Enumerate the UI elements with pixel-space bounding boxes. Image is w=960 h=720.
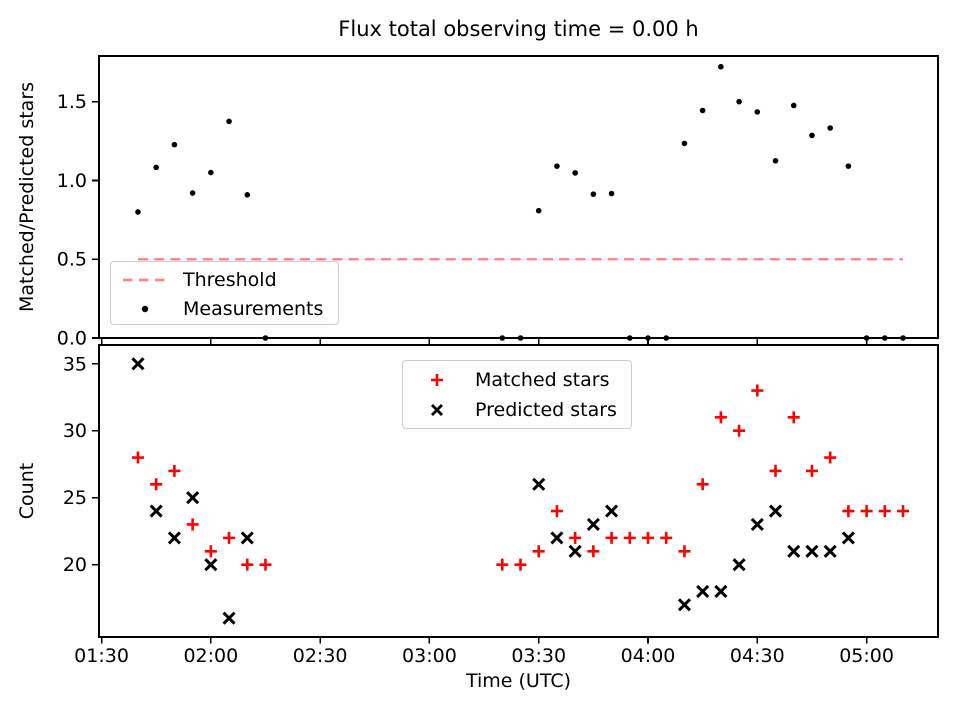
y-tick-label: 30 bbox=[63, 420, 87, 442]
matched-points bbox=[131, 384, 910, 571]
measurements-points bbox=[135, 63, 906, 341]
x-tick-label: 01:30 bbox=[74, 645, 129, 667]
legend-label-measurements: Measurements bbox=[183, 297, 324, 320]
y-axis-label-count: Count bbox=[16, 462, 38, 520]
counts-panel-axes: 01:30 02:00 02:30 03:00 03:30 04:00 04:30 05:00… bbox=[63, 344, 939, 667]
y-axis-label-ratio: Matched/Predicted stars bbox=[16, 81, 38, 313]
predicted-x-icon bbox=[411, 402, 463, 418]
x-axis-label: Time (UTC) bbox=[465, 670, 572, 692]
legend-counts-panel: Matched stars Predicted stars bbox=[402, 360, 632, 429]
x-tick-label: 03:30 bbox=[511, 645, 566, 667]
x-tick-label: 02:30 bbox=[293, 645, 348, 667]
y-tick-label: 35 bbox=[63, 353, 87, 375]
x-tick-label: 04:30 bbox=[730, 645, 785, 667]
x-tick-label: 03:00 bbox=[402, 645, 457, 667]
y-tick-label: 0.0 bbox=[57, 328, 87, 350]
legend-label-predicted: Predicted stars bbox=[475, 399, 617, 421]
legend-item-predicted: Predicted stars bbox=[403, 395, 631, 425]
x-tick-label: 02:00 bbox=[183, 645, 238, 667]
y-tick-label: 25 bbox=[63, 487, 87, 509]
legend-item-threshold: Threshold bbox=[111, 265, 338, 294]
legend-label-matched: Matched stars bbox=[475, 369, 610, 391]
threshold-line-icon bbox=[119, 275, 171, 285]
x-tick-label: 05:00 bbox=[839, 645, 894, 667]
x-tick-label: 04:00 bbox=[621, 645, 676, 667]
predicted-points bbox=[131, 357, 855, 625]
y-tick-label: 0.5 bbox=[57, 249, 87, 271]
measurements-dot-icon bbox=[119, 304, 171, 314]
y-tick-label: 20 bbox=[63, 554, 87, 576]
legend-item-matched: Matched stars bbox=[403, 365, 631, 395]
chart-title: Flux total observing time = 0.00 h bbox=[338, 17, 699, 41]
y-tick-label: 1.0 bbox=[57, 170, 87, 192]
matched-plus-icon bbox=[411, 372, 463, 388]
legend-item-measurements: Measurements bbox=[111, 294, 338, 323]
legend-ratio-panel: Threshold Measurements bbox=[110, 261, 339, 325]
y-tick-label: 1.5 bbox=[57, 91, 87, 113]
legend-label-threshold: Threshold bbox=[183, 268, 277, 291]
